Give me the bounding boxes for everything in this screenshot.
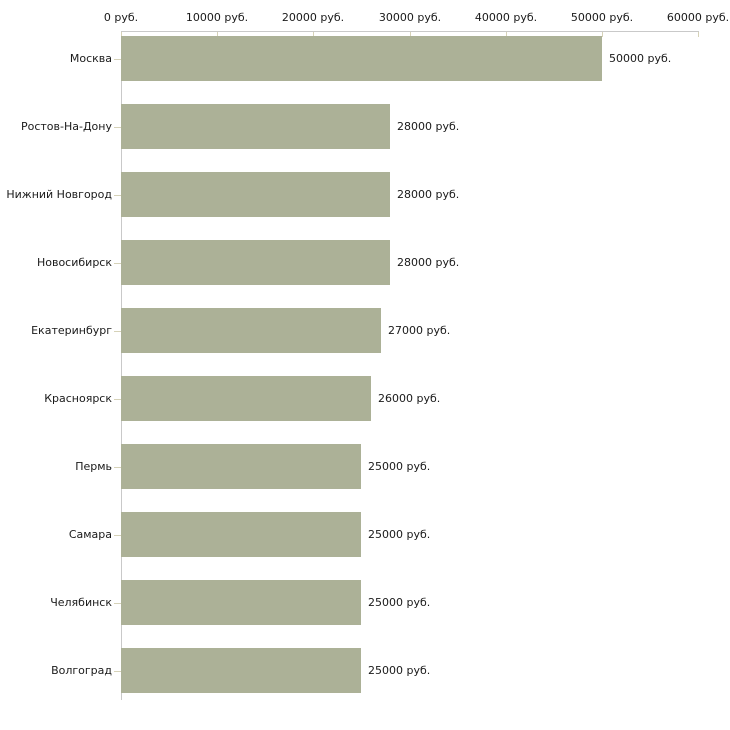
y-tick-mark [114, 603, 121, 604]
value-label: 27000 руб. [388, 324, 451, 337]
category-label: Москва [69, 52, 112, 65]
x-axis-tick-label: 60000 руб. [666, 11, 730, 24]
category-label: Волгоград [51, 664, 112, 677]
value-label: 25000 руб. [368, 528, 431, 541]
bar [121, 240, 390, 285]
category-label: Пермь [75, 460, 112, 473]
y-tick-mark [114, 331, 121, 332]
bar [121, 308, 381, 353]
category-label: Самара [68, 528, 112, 541]
x-axis-tick-label: 50000 руб. [570, 11, 634, 24]
y-tick-mark [114, 535, 121, 536]
y-tick-mark [114, 671, 121, 672]
x-axis-line [121, 31, 699, 32]
value-label: 50000 руб. [609, 52, 672, 65]
x-tick-mark [602, 32, 603, 37]
y-tick-mark [114, 467, 121, 468]
y-tick-mark [114, 127, 121, 128]
x-axis-tick-label: 10000 руб. [185, 11, 249, 24]
y-tick-mark [114, 399, 121, 400]
value-label: 25000 руб. [368, 596, 431, 609]
y-tick-mark [114, 263, 121, 264]
bar [121, 580, 361, 625]
y-tick-mark [114, 195, 121, 196]
bar [121, 172, 390, 217]
category-label: Челябинск [50, 596, 112, 609]
x-axis-tick-label: 40000 руб. [474, 11, 538, 24]
value-label: 28000 руб. [397, 120, 460, 133]
x-axis-tick-label: 20000 руб. [281, 11, 345, 24]
y-tick-mark [114, 59, 121, 60]
bar [121, 444, 361, 489]
category-label: Новосибирск [36, 256, 112, 269]
y-axis-line [121, 31, 122, 700]
value-label: 28000 руб. [397, 188, 460, 201]
bar [121, 512, 361, 557]
x-tick-mark [313, 32, 314, 37]
category-label: Екатеринбург [31, 324, 112, 337]
bar [121, 376, 371, 421]
x-tick-mark [506, 32, 507, 37]
bar [121, 36, 602, 81]
category-label: Ростов-На-Дону [20, 120, 112, 133]
value-label: 25000 руб. [368, 460, 431, 473]
x-tick-mark [121, 32, 122, 37]
x-tick-mark [217, 32, 218, 37]
x-tick-mark [410, 32, 411, 37]
category-label: Нижний Новгород [6, 188, 112, 201]
value-label: 26000 руб. [378, 392, 441, 405]
bar [121, 104, 390, 149]
category-label: Красноярск [44, 392, 112, 405]
x-axis-tick-label: 0 руб. [103, 11, 139, 24]
x-axis-tick-label: 30000 руб. [378, 11, 442, 24]
value-label: 28000 руб. [397, 256, 460, 269]
x-tick-mark [698, 32, 699, 37]
value-label: 25000 руб. [368, 664, 431, 677]
bar [121, 648, 361, 693]
